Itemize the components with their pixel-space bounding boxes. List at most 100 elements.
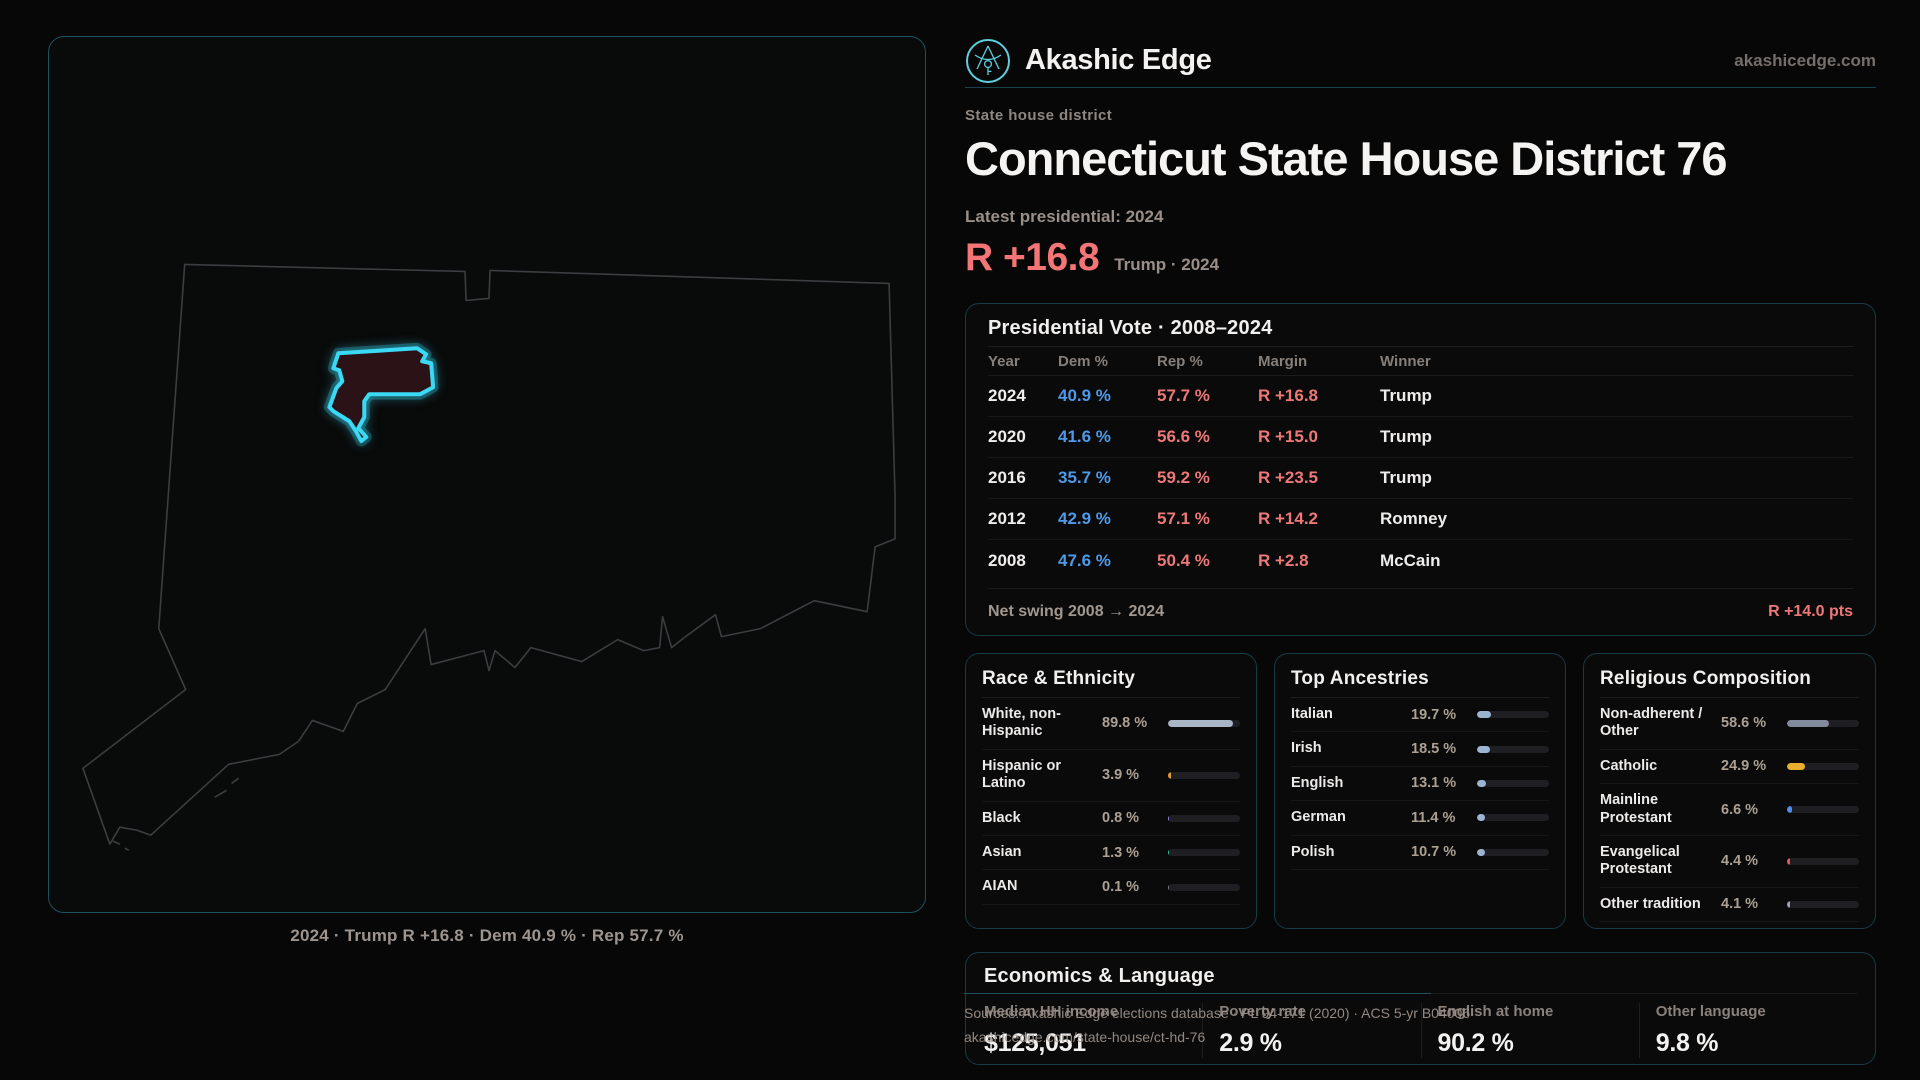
percent-bar-fill — [1477, 779, 1487, 787]
district-type-label: State house district — [965, 107, 1113, 124]
percent-bar-track — [1168, 814, 1240, 822]
cell-margin: R +14.2 — [1258, 509, 1319, 528]
demographic-label: Catholic — [1600, 757, 1658, 774]
column-header: Year — [988, 352, 1020, 370]
demographic-panel-title: Race & Ethnicity — [982, 668, 1136, 689]
demographic-label: Mainline Protestant — [1600, 792, 1672, 826]
percent-bar-track — [1787, 762, 1859, 770]
economics-language-panel: Economics & Language Median HH income $12… — [965, 952, 1876, 1065]
percent-bar-fill — [1477, 848, 1485, 856]
percent-bar-track — [1477, 745, 1549, 753]
demographic-panel-title: Top Ancestries — [1291, 668, 1429, 689]
cell-year: 2012 — [988, 509, 1026, 528]
stat-block: English at home 90.2 % — [1420, 1003, 1639, 1058]
demographic-label: Irish — [1291, 740, 1322, 757]
percent-bar-fill — [1787, 900, 1790, 908]
demographic-row: Other tradition 4.1 % — [1600, 888, 1859, 923]
stat-block: Poverty rate 2.9 % — [1202, 1003, 1420, 1058]
cell-rep: 50.4 % — [1157, 550, 1210, 570]
demographic-row: German 11.4 % — [1291, 801, 1549, 836]
demographic-label: Non-adherent / Other — [1600, 706, 1703, 740]
demographic-value: 6.6 % — [1721, 801, 1759, 818]
demographic-value: 89.8 % — [1102, 715, 1148, 732]
cell-winner: Trump — [1380, 386, 1432, 405]
percent-bar-fill — [1168, 814, 1170, 822]
cell-margin: R +15.0 — [1258, 427, 1319, 446]
percent-bar-track — [1477, 779, 1549, 787]
cell-margin: R +23.5 — [1258, 468, 1319, 487]
table-row: 2016 35.7 % 59.2 % R +23.5 Trump — [988, 458, 1853, 499]
demographic-value: 3.9 % — [1102, 767, 1140, 784]
cell-rep: 59.2 % — [1157, 468, 1210, 487]
table-row: 2020 41.6 % 56.6 % R +15.0 Trump — [988, 417, 1853, 458]
economics-panel-title: Economics & Language — [984, 965, 1215, 987]
presidential-panel-title: Presidential Vote · 2008–2024 — [988, 317, 1273, 339]
demographic-row: Irish 18.5 % — [1291, 732, 1549, 767]
table-row: 2008 47.6 % 50.4 % R +2.8 McCain — [988, 540, 1853, 581]
percent-bar-fill — [1787, 806, 1792, 814]
island-specks — [112, 777, 240, 851]
cell-dem: 47.6 % — [1058, 550, 1111, 570]
district-shape — [327, 346, 436, 444]
demographic-row: White, non-Hispanic 89.8 % — [982, 698, 1240, 750]
table-header: Year Dem % Rep % Margin Winner — [988, 347, 1853, 376]
stat-block: Median HH income $125,051 — [984, 1003, 1202, 1058]
net-swing-value: R +14.0 pts — [1768, 603, 1853, 620]
page-title: Connecticut State House District 76 — [965, 132, 1728, 185]
percent-bar-fill — [1477, 814, 1486, 822]
cell-dem: 42.9 % — [1058, 509, 1111, 528]
state-outline — [82, 263, 896, 845]
cell-winner: Trump — [1380, 427, 1432, 446]
percent-bar-track — [1168, 719, 1240, 727]
stat-label: Poverty rate — [1219, 1003, 1306, 1020]
cell-dem: 40.9 % — [1058, 386, 1111, 405]
percent-bar-fill — [1168, 719, 1233, 727]
table-row: 2012 42.9 % 57.1 % R +14.2 Romney — [988, 499, 1853, 540]
demographic-label: Black — [982, 809, 1021, 826]
site-domain-link[interactable]: akashicedge.com — [1734, 50, 1876, 70]
stat-value: 9.8 % — [1655, 1029, 1719, 1057]
religion-panel: Religious Composition Non-adherent / Othe… — [1583, 653, 1876, 929]
cell-winner: Romney — [1380, 509, 1448, 528]
net-swing-label: Net swing 2008 → 2024 — [988, 603, 1165, 620]
demographic-label: AIAN — [982, 878, 1018, 895]
cell-winner: Trump — [1380, 468, 1432, 487]
percent-bar-fill — [1168, 849, 1170, 857]
column-header: Margin — [1258, 352, 1308, 370]
stat-block: Other language 9.8 % — [1638, 1003, 1857, 1058]
cell-rep: 57.7 % — [1157, 386, 1210, 405]
demographic-label: English — [1291, 774, 1344, 791]
demographic-row: Evangelical Protestant 4.4 % — [1600, 836, 1859, 888]
cell-year: 2016 — [988, 468, 1026, 487]
cell-rep: 57.1 % — [1157, 509, 1210, 528]
stat-value: $125,051 — [984, 1029, 1086, 1057]
percent-bar-track — [1477, 814, 1549, 822]
margin-caption: Trump · 2024 — [1114, 255, 1220, 274]
percent-bar-fill — [1787, 762, 1805, 770]
economics-stats: Median HH income $125,051 Poverty rate 2.9 … — [984, 994, 1857, 1058]
race-ethnicity-panel: Race & Ethnicity White, non-Hispanic 89.8 … — [965, 653, 1257, 929]
stat-value: 2.9 % — [1219, 1029, 1282, 1057]
percent-bar-fill — [1787, 719, 1830, 727]
demographic-panel-title: Religious Composition — [1600, 668, 1812, 689]
cell-dem: 41.6 % — [1058, 427, 1111, 446]
demographic-value: 4.1 % — [1721, 896, 1759, 913]
percent-bar-track — [1787, 857, 1859, 865]
demographic-label: Evangelical Protestant — [1600, 843, 1680, 878]
demographic-value: 24.9 % — [1721, 758, 1767, 775]
cell-year: 2008 — [988, 550, 1026, 570]
percent-bar-fill — [1477, 745, 1491, 753]
demographic-label: Hispanic or Latino — [982, 757, 1061, 792]
stat-label: Other language — [1655, 1003, 1766, 1020]
demographic-label: Polish — [1291, 843, 1335, 860]
demographic-row: Non-adherent / Other 58.6 % — [1600, 698, 1859, 750]
demographic-value: 0.1 % — [1102, 879, 1140, 896]
district-map-panel — [48, 36, 926, 913]
percent-bar-track — [1168, 771, 1240, 779]
table-body: 2024 40.9 % 57.7 % R +16.8 Trump 2020 41.6 % 56… — [988, 376, 1853, 581]
cell-year: 2024 — [988, 386, 1026, 405]
demographic-value: 18.5 % — [1411, 741, 1457, 758]
demographic-label: Italian — [1291, 706, 1333, 722]
percent-bar-fill — [1477, 711, 1492, 719]
cell-rep: 56.6 % — [1157, 427, 1210, 446]
